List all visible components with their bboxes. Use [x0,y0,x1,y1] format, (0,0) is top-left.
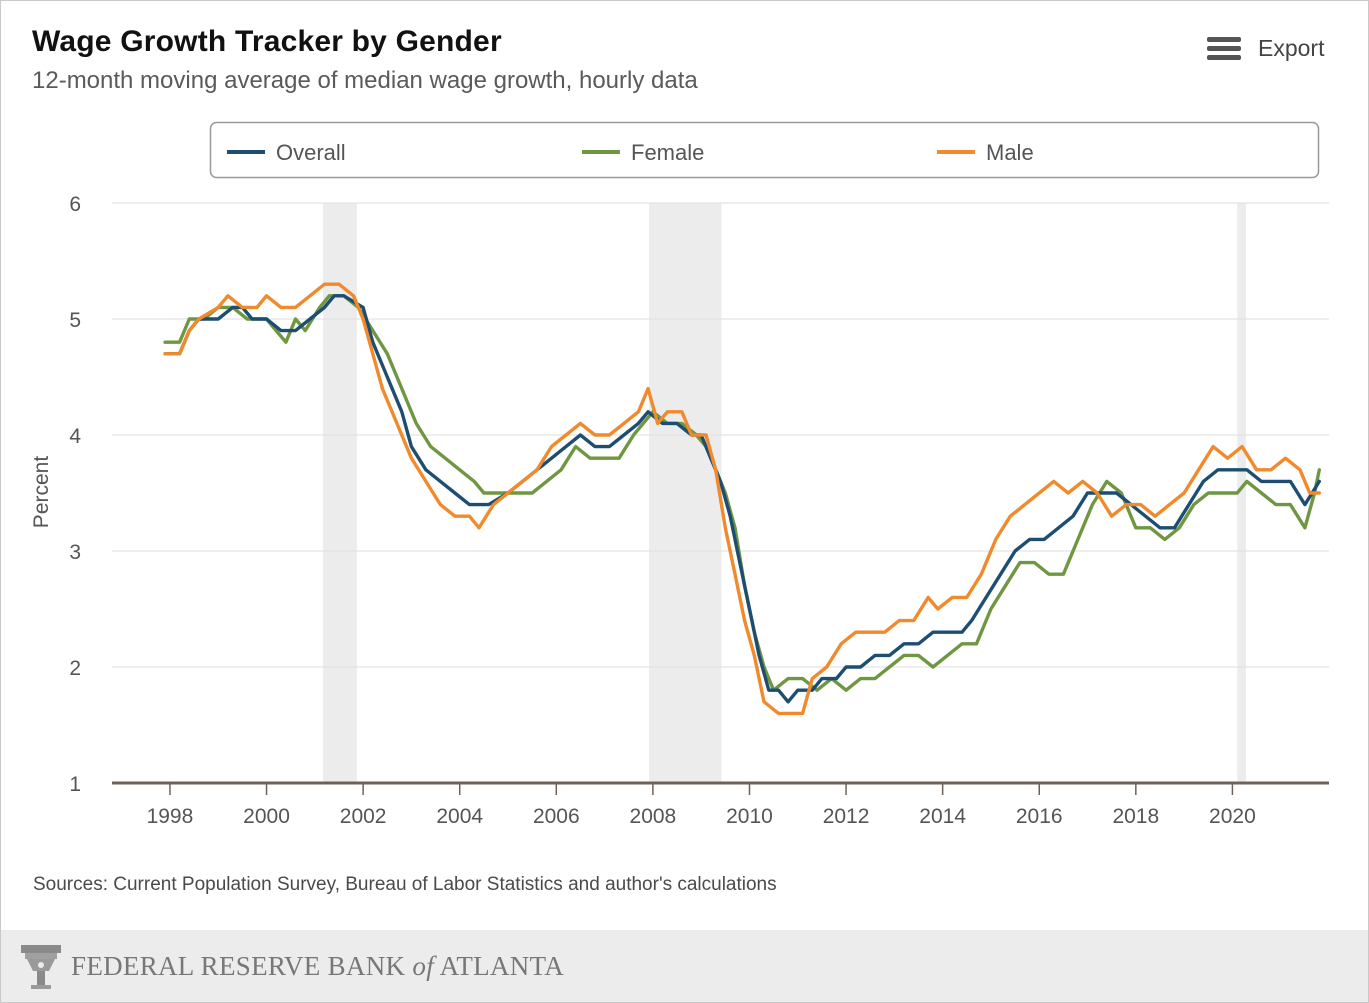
y-axis-ticks: 1 2 3 4 5 6 [69,193,81,796]
y-axis-title: Percent [30,456,53,529]
legend-label[interactable]: Female [631,140,704,165]
legend-item-male[interactable]: Male [937,140,1034,165]
legend-label[interactable]: Overall [276,140,346,165]
y-tick-label: 6 [69,193,81,216]
gridlines [112,202,1329,668]
x-axis-ticks: 1998 2000 2002 2004 2006 2008 2010 2012 2014 2016… [147,783,1256,828]
legend-box [209,121,1320,179]
x-tick-label: 2002 [340,805,387,828]
series-line-overall[interactable] [163,294,1322,704]
x-tick-label: 2010 [726,805,773,828]
y-tick-label: 5 [69,309,81,332]
series-line-male[interactable] [163,282,1322,716]
x-tick-label: 2004 [436,805,483,828]
x-tick-label: 2012 [823,805,870,828]
fed-eagle-logo-icon [21,945,61,989]
export-button[interactable]: Export [1207,27,1347,69]
bank-name: FEDERAL RESERVE BANK of ATLANTA [71,950,564,981]
x-tick-label: 2000 [243,805,290,828]
hamburger-menu-icon[interactable] [1207,34,1241,62]
recession-bands [323,203,1246,783]
y-tick-label: 4 [69,425,81,448]
footer-bar: FEDERAL RESERVE BANK of ATLANTA [1,930,1368,1002]
legend-item-overall[interactable]: Overall [227,140,346,165]
legend-label[interactable]: Male [986,140,1034,165]
recession-band [323,203,357,783]
chart-title: Wage Growth Tracker by Gender [32,25,502,58]
x-tick-label: 2016 [1016,805,1063,828]
legend-item-female[interactable]: Female [582,140,704,165]
recession-band [1237,203,1246,783]
x-tick-label: 2018 [1112,805,1159,828]
recession-band [649,203,722,783]
y-tick-label: 2 [69,657,81,680]
legend: Overall Female Male [209,121,1320,179]
x-tick-label: 2014 [919,805,966,828]
line-chart: 1998 2000 2002 2004 2006 2008 2010 2012 2014 2016… [30,121,1329,828]
series-lines [163,282,1322,716]
x-tick-label: 1998 [147,805,194,828]
x-tick-label: 2006 [533,805,580,828]
export-label[interactable]: Export [1258,34,1325,61]
x-tick-label: 2008 [630,805,677,828]
chart-subtitle: 12-month moving average of median wage g… [32,67,698,94]
y-tick-label: 1 [69,773,81,796]
x-tick-label: 2020 [1209,805,1256,828]
sources-note: Sources: Current Population Survey, Bure… [33,874,777,895]
y-tick-label: 3 [69,541,81,564]
